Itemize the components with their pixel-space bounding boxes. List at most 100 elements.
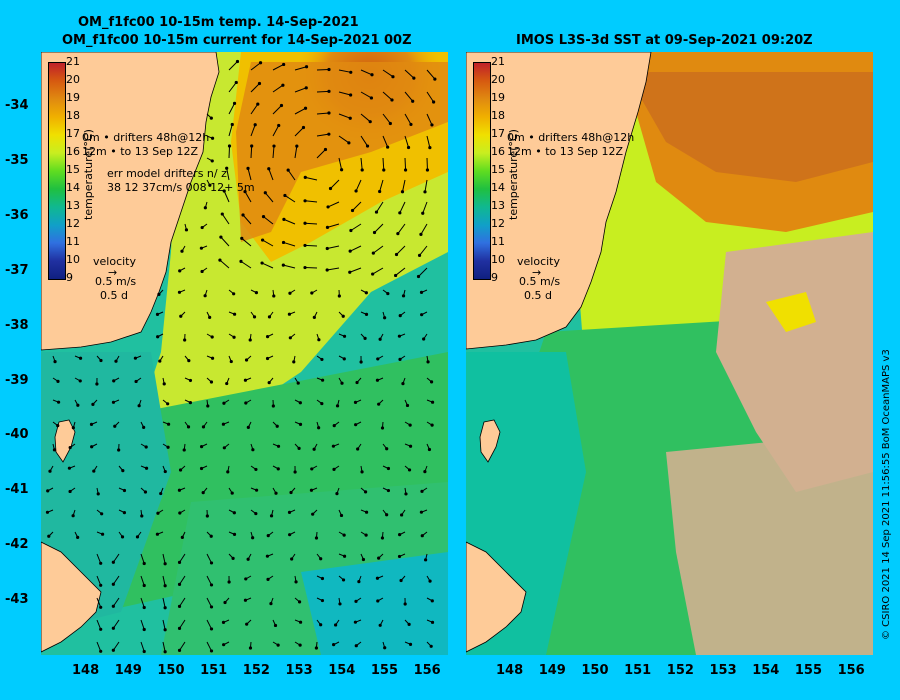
current-arrow-head: [325, 225, 330, 229]
left-velocity-arrow: →: [108, 266, 118, 279]
current-arrow-head: [338, 602, 342, 606]
current-arrow-head: [331, 444, 336, 448]
current-arrow-head: [56, 400, 61, 404]
current-arrow-head: [199, 466, 204, 471]
flinders-island: [54, 419, 76, 463]
current-arrow-head: [186, 425, 191, 429]
current-arrow-head: [111, 626, 115, 630]
current-arrow: [223, 190, 230, 203]
lon-tick: 156: [837, 663, 865, 678]
current-arrow-head: [179, 314, 183, 318]
current-arrow-head: [401, 382, 405, 386]
current-arrow-head: [276, 444, 281, 448]
current-arrow-head: [111, 400, 116, 404]
current-arrow-head: [241, 213, 245, 217]
lat-tick: -42: [5, 537, 29, 553]
current-arrow-head: [188, 401, 193, 405]
current-arrow-head: [327, 89, 331, 93]
current-arrow: [376, 201, 384, 213]
current-arrow-head: [231, 556, 235, 560]
current-arrow-head: [182, 448, 186, 452]
current-arrow: [396, 245, 406, 255]
current-arrow: [327, 223, 340, 228]
colorbar-tick: 17: [491, 127, 505, 140]
lon-tick: 151: [200, 663, 228, 678]
current-arrow-head: [385, 447, 389, 451]
current-arrow-head: [408, 423, 412, 427]
current-arrow-head: [430, 423, 434, 427]
current-arrow-head: [203, 206, 207, 210]
current-arrow: [382, 91, 393, 101]
current-arrow-head: [429, 644, 433, 648]
current-arrow: [228, 145, 231, 159]
current-arrow: [372, 267, 384, 275]
current-arrow-head: [48, 469, 52, 473]
current-arrow-head: [360, 470, 364, 474]
current-arrow-head: [269, 602, 273, 606]
current-arrow-head: [226, 470, 230, 474]
current-arrow-head: [265, 554, 270, 558]
current-arrow-head: [312, 315, 316, 319]
current-arrow: [283, 241, 296, 247]
left-map-svg: [41, 52, 448, 655]
current-arrow: [338, 69, 351, 73]
current-arrow-head: [200, 225, 204, 230]
current-arrow-head: [312, 447, 316, 451]
current-arrow: [304, 222, 318, 225]
current-arrow: [272, 84, 284, 93]
current-arrow: [162, 575, 166, 586]
current-arrow: [426, 91, 435, 103]
current-arrow-head: [78, 356, 83, 360]
current-arrow-head: [348, 249, 352, 253]
current-arrow-head: [99, 583, 103, 587]
current-arrow-head: [223, 600, 227, 605]
current-arrow: [284, 195, 296, 203]
current-arrow-head: [430, 400, 435, 404]
current-arrow-head: [210, 335, 214, 339]
current-arrow-head: [400, 513, 404, 517]
colorbar-tick: 14: [66, 181, 80, 194]
current-arrow-head: [335, 492, 339, 496]
current-arrow-head: [380, 426, 385, 430]
current-arrow-head: [254, 291, 259, 295]
current-arrow-head: [243, 378, 248, 382]
current-arrow-head: [246, 425, 250, 429]
current-arrow: [112, 597, 120, 607]
left-title-line2: OM_f1fc00 10-15m current for 14-Sep-2021…: [62, 33, 412, 48]
current-arrow-head: [244, 401, 248, 405]
current-arrow-head: [430, 123, 434, 127]
current-arrow-head: [166, 445, 170, 449]
current-arrow-head: [163, 650, 167, 654]
current-arrow-head: [111, 582, 115, 586]
current-arrow-head: [177, 582, 182, 586]
current-arrow-head: [232, 511, 236, 515]
current-arrow-head: [354, 423, 358, 427]
lon-tick: 150: [157, 663, 185, 678]
tasmania-land: [41, 541, 102, 653]
current-arrow-head: [378, 337, 382, 341]
current-arrow-head: [317, 426, 321, 430]
current-arrow-head: [47, 534, 51, 538]
current-arrow-head: [363, 490, 368, 494]
current-arrow-head: [263, 191, 267, 195]
current-arrow-head: [92, 469, 96, 473]
right-velocity-arrow: →: [532, 266, 542, 279]
current-arrow-head: [320, 357, 324, 362]
current-arrow-head: [163, 562, 167, 566]
current-arrow: [327, 245, 340, 250]
current-arrow-head: [142, 425, 146, 429]
current-arrow: [330, 179, 340, 189]
lat-tick: -39: [5, 372, 29, 388]
current-arrow-head: [349, 70, 353, 74]
current-arrow: [226, 168, 230, 181]
current-arrow: [426, 69, 436, 80]
current-arrow: [96, 553, 102, 564]
current-arrow-head: [221, 620, 226, 625]
current-arrow-head: [328, 186, 333, 191]
current-arrow-head: [68, 489, 72, 494]
current-arrow: [304, 244, 318, 247]
current-arrow: [397, 223, 406, 234]
current-arrow-head: [297, 600, 302, 604]
lat-tick: -43: [5, 592, 29, 608]
colorbar-tick: 19: [66, 91, 80, 104]
